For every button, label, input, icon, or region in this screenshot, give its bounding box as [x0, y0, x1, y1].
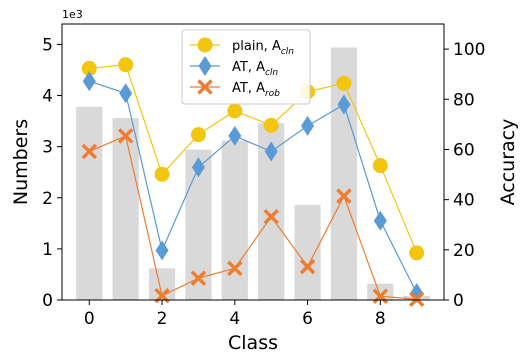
bar-class-4	[221, 140, 248, 300]
right-tick-label-3: 60	[453, 140, 475, 160]
point-plain-acln-class-0	[81, 60, 97, 76]
point-plain-acln-class-2	[154, 166, 170, 182]
series-line-at-arob	[89, 135, 417, 300]
point-at-arob-class-7-stroke-b	[336, 188, 352, 204]
right-y-axis-title: Accuracy	[497, 119, 519, 206]
point-at-arob-class-8-stroke-b	[372, 288, 389, 304]
legend-label-plain-acln: plain, Acln	[232, 39, 294, 57]
legend-marker-at-acln	[198, 56, 212, 76]
point-plain-acln-class-1	[118, 57, 134, 73]
point-at-arob-class-4	[227, 260, 243, 277]
legend-label-main-plain-acln: plain, A	[232, 39, 281, 54]
point-plain-acln-class-7	[336, 75, 352, 91]
left-tick-label-5: 5	[42, 35, 53, 55]
bar-class-0	[76, 106, 103, 300]
point-at-acln-class-7	[337, 94, 351, 115]
left-y-axis-title: Numbers	[10, 119, 32, 205]
point-at-arob-class-5	[263, 208, 279, 225]
legend-marker-at-arob-stroke-b	[197, 79, 213, 95]
point-at-arob-class-8	[372, 288, 389, 304]
legend-label-main-at-acln: AT, A	[232, 60, 265, 75]
right-tick-label-1: 20	[453, 241, 475, 261]
x-tick-label-0: 0	[84, 309, 95, 329]
legend-label-main-at-arob: AT, A	[232, 81, 265, 96]
point-at-arob-class-1-stroke-b	[117, 128, 134, 144]
x-tick-label-4: 8	[375, 309, 386, 329]
x-tick-label-2: 4	[229, 309, 240, 329]
legend-label-subscript-at-acln: cln	[265, 68, 278, 78]
left-tick-label-0: 0	[42, 291, 53, 311]
point-at-arob-class-7	[336, 188, 352, 204]
left-tick-label-2: 2	[42, 189, 53, 209]
legend-marker-at-arob	[197, 79, 213, 95]
point-at-arob-class-1	[117, 128, 134, 144]
markers-layer	[81, 57, 425, 307]
bar-class-6	[294, 204, 321, 300]
point-at-arob-class-4-stroke-b	[227, 260, 243, 277]
legend-label-at-acln: AT, Acln	[232, 60, 278, 78]
point-at-acln-class-2	[155, 240, 169, 261]
point-at-acln-class-0	[82, 71, 96, 92]
x-tick-label-3: 6	[302, 309, 313, 329]
point-at-acln-class-6	[301, 115, 315, 136]
point-plain-acln-class-4	[227, 103, 243, 119]
point-at-arob-class-5-stroke-b	[263, 208, 279, 225]
point-plain-acln-class-5	[263, 117, 279, 133]
point-at-arob-class-0-stroke-b	[81, 143, 97, 160]
legend-box	[181, 29, 311, 105]
x-axis-title: Class	[228, 332, 278, 354]
point-at-arob-class-0	[81, 143, 97, 160]
point-at-acln-class-4	[228, 125, 242, 146]
point-at-arob-class-3	[190, 270, 207, 286]
point-at-arob-class-6	[299, 258, 316, 275]
legend-label-subscript-plain-acln: cln	[281, 47, 294, 57]
point-at-arob-class-6-stroke-b	[299, 258, 316, 275]
series-line-at-acln	[89, 80, 418, 294]
point-at-arob-class-3-stroke-b	[190, 270, 207, 286]
point-at-arob-class-9	[409, 291, 425, 307]
series-line-plain-acln	[89, 64, 418, 254]
lines-layer	[89, 64, 418, 300]
legend-label-at-arob: AT, Arob	[232, 81, 280, 99]
left-axis-offset-label: 1e3	[62, 8, 83, 21]
point-at-acln-class-8	[373, 210, 387, 231]
right-tick-label-0: 0	[453, 291, 464, 311]
point-at-acln-class-3	[191, 157, 205, 178]
point-plain-acln-class-3	[190, 127, 206, 143]
point-at-acln-class-1	[119, 83, 133, 104]
right-tick-label-2: 40	[453, 191, 475, 211]
plot-frame	[61, 23, 445, 301]
point-plain-acln-class-8	[372, 158, 388, 174]
x-tick-label-1: 2	[157, 309, 168, 329]
right-tick-label-4: 80	[453, 90, 475, 110]
left-tick-label-4: 4	[42, 87, 53, 107]
right-tick-label-5: 100	[453, 40, 485, 60]
point-plain-acln-class-9	[409, 245, 425, 261]
left-tick-label-3: 3	[42, 138, 53, 158]
legend-label-subscript-at-arob: rob	[265, 89, 280, 99]
legend-marker-plain-acln	[197, 37, 213, 53]
bar-class-8	[367, 283, 394, 300]
bar-class-1	[112, 118, 139, 301]
left-tick-label-1: 1	[42, 240, 53, 260]
point-at-acln-class-5	[264, 141, 278, 162]
point-at-arob-class-9-stroke-b	[409, 291, 425, 307]
